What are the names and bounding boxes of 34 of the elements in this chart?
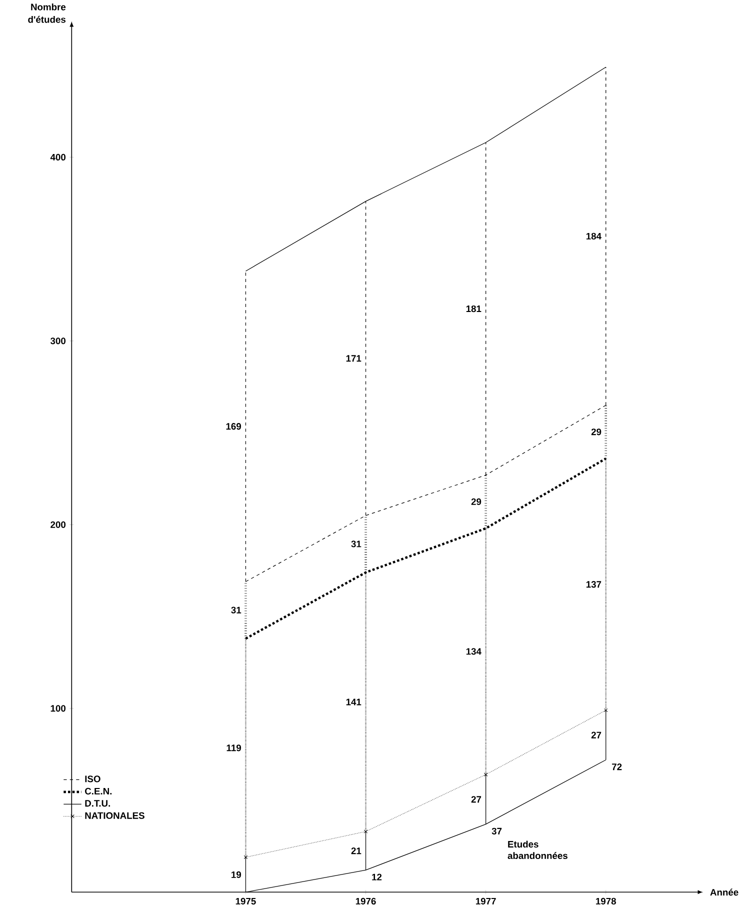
annotation: 21 xyxy=(351,848,362,854)
annotation: 171 xyxy=(346,355,362,362)
x-tick-label: 1976 xyxy=(356,898,376,905)
annotation: 29 xyxy=(591,428,602,436)
annotation: 31 xyxy=(231,606,242,614)
annotation: 19 xyxy=(231,871,241,878)
legend-label: ISO xyxy=(85,776,100,782)
x-tick-label: 1975 xyxy=(236,898,256,905)
annotation: 169 xyxy=(226,423,241,430)
data-label: 72 xyxy=(612,764,622,770)
annotation: 29 xyxy=(471,498,482,506)
annotation: 184 xyxy=(586,232,602,240)
annotation: 134 xyxy=(466,648,482,655)
data-label: 12 xyxy=(372,874,382,880)
y-axis-title: Nombre d'études xyxy=(28,3,66,23)
x-axis-title: Année xyxy=(710,888,738,896)
annotation: 137 xyxy=(586,581,602,588)
y-tick-label: 400 xyxy=(50,154,66,161)
annotation: Etudes abandonnées xyxy=(508,840,568,860)
x-tick-label: 1977 xyxy=(476,898,496,905)
annotation: 119 xyxy=(226,744,241,752)
data-label: 37 xyxy=(492,828,502,834)
legend-label: C.E.N. xyxy=(84,788,112,795)
annotation: 141 xyxy=(346,698,362,706)
y-tick-label: 100 xyxy=(50,705,66,712)
x-tick-label: 1978 xyxy=(596,898,616,905)
legend-label: D.T.U. xyxy=(85,800,110,807)
annotation: 27 xyxy=(471,796,482,803)
legend-label: NATIONALES xyxy=(85,812,144,819)
annotation: 31 xyxy=(351,540,362,548)
annotation: 27 xyxy=(591,732,602,738)
y-tick-label: 300 xyxy=(50,338,66,344)
y-tick-label: 200 xyxy=(50,521,66,528)
annotation: 181 xyxy=(466,305,482,312)
